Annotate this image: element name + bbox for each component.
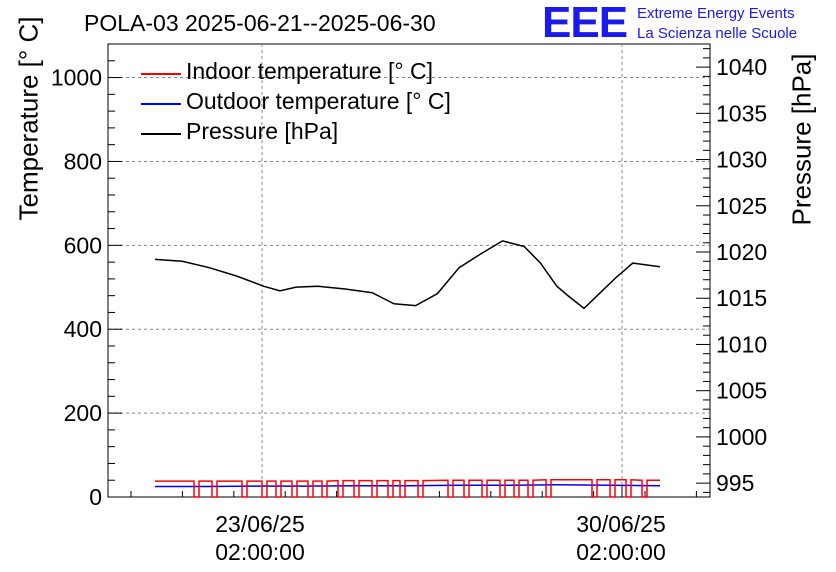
legend-line-pressure bbox=[141, 133, 181, 135]
y-right-tick-label: 1005 bbox=[716, 378, 767, 404]
logo-line2: La Scienza nelle Scuole bbox=[637, 25, 798, 42]
legend-line-outdoor bbox=[141, 103, 181, 105]
y-right-tick-label: 1030 bbox=[716, 147, 767, 173]
series-line-indoor bbox=[155, 479, 660, 498]
y-left-tick-label: 800 bbox=[64, 148, 102, 174]
x-tick-label-1: 23/06/25 02:00:00 bbox=[190, 510, 330, 566]
legend-label-pressure: Pressure [hPa] bbox=[186, 118, 339, 144]
y-axis-left-label: Temperature [° C] bbox=[13, 16, 44, 221]
y-left-tick-label: 0 bbox=[89, 484, 102, 510]
legend-line-indoor bbox=[141, 73, 181, 75]
y-left-tick-label: 200 bbox=[64, 400, 102, 426]
x-tick-1-date: 23/06/25 bbox=[215, 511, 305, 537]
eee-logo-text: Extreme Energy Events La Scienza nelle S… bbox=[637, 4, 797, 44]
logo-line1: Extreme Energy Events bbox=[637, 5, 795, 22]
y-right-tick-label: 1020 bbox=[716, 239, 767, 265]
y-left-tick-label: 600 bbox=[64, 232, 102, 258]
y-axis-right-label: Pressure [hPa] bbox=[786, 53, 817, 226]
y-right-tick-label: 1015 bbox=[716, 285, 767, 311]
x-tick-2-time: 02:00:00 bbox=[576, 539, 666, 565]
y-right-tick-label: 1040 bbox=[716, 54, 767, 80]
y-left-tick-label: 400 bbox=[64, 316, 102, 342]
legend-label-indoor: Indoor temperature [° C] bbox=[186, 58, 433, 84]
chart-title: POLA-03 2025-06-21--2025-06-30 bbox=[84, 10, 436, 36]
series-line-outdoor bbox=[155, 484, 661, 488]
series-line-pressure bbox=[154, 240, 661, 310]
y-right-tick-label: 1010 bbox=[716, 331, 767, 357]
y-right-tick-label: 1025 bbox=[716, 193, 767, 219]
x-tick-1-time: 02:00:00 bbox=[215, 539, 305, 565]
x-tick-2-date: 30/06/25 bbox=[576, 511, 666, 537]
legend-label-outdoor: Outdoor temperature [° C] bbox=[186, 88, 451, 114]
y-right-tick-label: 1035 bbox=[716, 100, 767, 126]
x-tick-label-2: 30/06/25 02:00:00 bbox=[551, 510, 691, 566]
y-right-tick-label: 1000 bbox=[716, 424, 767, 450]
y-right-tick-label: 995 bbox=[716, 470, 754, 496]
y-left-tick-label: 1000 bbox=[51, 65, 102, 91]
eee-logo: EEE bbox=[542, 0, 628, 47]
